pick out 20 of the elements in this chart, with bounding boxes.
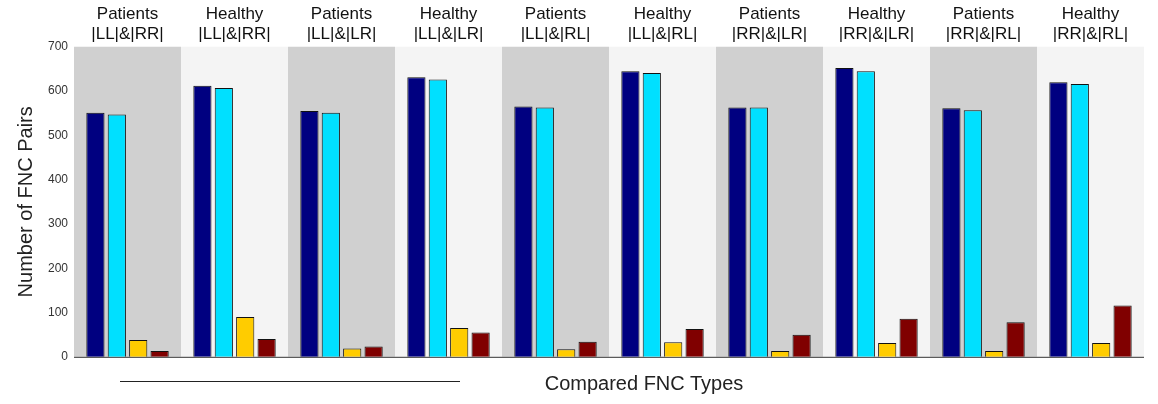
x-tick-label: Patients |RR|&|RL| bbox=[945, 3, 1022, 44]
y-tick-label: 400 bbox=[47, 171, 69, 186]
y-axis-title: Number of FNC Pairs bbox=[13, 106, 36, 298]
y-tick-label: 300 bbox=[47, 216, 69, 231]
y-tick-label: 700 bbox=[47, 39, 69, 54]
x-tick-label: Healthy |LL|&|RL| bbox=[627, 3, 698, 44]
y-tick-label: 200 bbox=[47, 260, 69, 275]
x-tick-label: Healthy |RR|&|RL| bbox=[1052, 3, 1129, 44]
x-tick-label: Healthy |RR|&|LR| bbox=[838, 3, 915, 44]
x-tick-label: Patients |LL|&|RR| bbox=[91, 3, 164, 44]
x-tick-label: Healthy |LL|&|RR| bbox=[198, 3, 271, 44]
x-tick-label: Patients |LL|&|LR| bbox=[306, 3, 377, 44]
y-tick-label: 0 bbox=[61, 349, 69, 364]
x-axis-title: Compared FNC Types bbox=[543, 372, 745, 395]
x-tick-label: Patients |LL|&|RL| bbox=[520, 3, 591, 44]
y-tick-label: 100 bbox=[47, 304, 69, 319]
x-tick-label: Patients |RR|&|LR| bbox=[731, 3, 808, 44]
y-tick-label: 600 bbox=[47, 83, 69, 98]
y-tick-label: 500 bbox=[47, 127, 69, 142]
x-tick-label: Healthy |LL|&|LR| bbox=[413, 3, 484, 44]
